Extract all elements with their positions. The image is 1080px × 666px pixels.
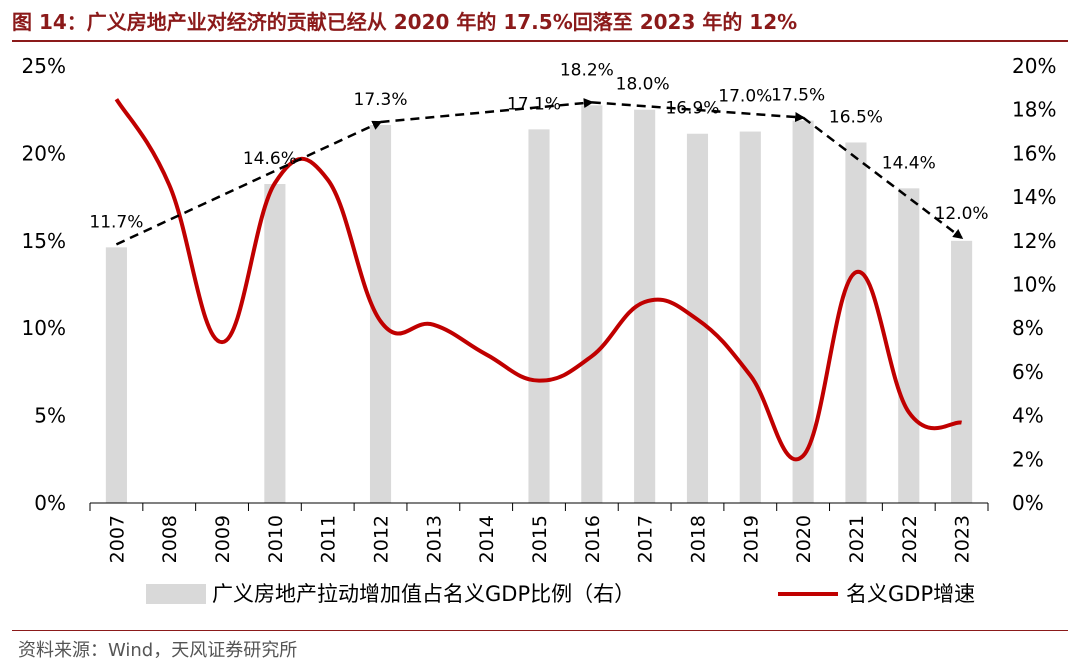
right-tick-label: 0% xyxy=(1012,491,1044,515)
bar-data-label: 17.3% xyxy=(354,90,408,110)
bar xyxy=(739,131,761,504)
legend-line-label: 名义GDP增速 xyxy=(846,582,975,606)
trend-arrow xyxy=(802,116,964,240)
x-tick-label: 2023 xyxy=(952,515,974,563)
trend-arrow xyxy=(115,120,383,246)
source-rule xyxy=(12,630,1068,631)
left-tick-label: 25% xyxy=(22,54,66,78)
x-tick-label: 2017 xyxy=(635,515,657,563)
bar xyxy=(898,188,920,504)
x-tick-label: 2007 xyxy=(106,515,128,563)
title-rule xyxy=(12,40,1068,42)
x-tick-label: 2011 xyxy=(318,515,340,563)
bar-data-label: 14.4% xyxy=(882,153,936,173)
right-tick-label: 14% xyxy=(1012,185,1056,209)
left-axis: 0% 5% 10% 15% 20% 25% xyxy=(22,54,66,515)
bar xyxy=(369,124,392,504)
chart: 0% 5% 10% 15% 20% 25% 0% 2% 4% 6% 8% 10% 12% 14% 16% 1… xyxy=(22,54,1057,606)
x-tick-label: 2019 xyxy=(740,515,762,563)
right-tick-label: 18% xyxy=(1012,98,1056,122)
left-tick-label: 15% xyxy=(22,229,66,253)
bar-data-label: 16.5% xyxy=(829,107,883,127)
nominal-gdp-growth-line xyxy=(114,98,962,462)
bar-data-label: 17.5% xyxy=(771,86,825,106)
bar xyxy=(951,240,973,504)
legend: 广义房地产拉动增加值占名义GDP比例（右） 名义GDP增速 xyxy=(146,582,975,606)
x-tick-label: 2018 xyxy=(687,515,709,563)
line-series xyxy=(114,98,962,462)
trend-arrow xyxy=(380,98,594,124)
x-tick-label: 2020 xyxy=(793,515,815,563)
right-tick-label: 12% xyxy=(1012,229,1056,253)
bar xyxy=(634,109,656,503)
left-tick-label: 20% xyxy=(22,141,66,165)
bar xyxy=(105,247,127,503)
bar-data-label: 18.0% xyxy=(616,75,670,95)
bar-data-label: 14.6% xyxy=(243,149,297,169)
legend-bar-swatch xyxy=(146,584,206,604)
right-tick-label: 16% xyxy=(1012,141,1056,165)
right-tick-label: 6% xyxy=(1012,360,1044,384)
x-tick-label: 2009 xyxy=(212,515,234,563)
x-tick-label: 2016 xyxy=(582,515,604,563)
legend-bar-label: 广义房地产拉动增加值占名义GDP比例（右） xyxy=(212,582,635,606)
x-tick-label: 2021 xyxy=(846,515,868,563)
right-tick-label: 4% xyxy=(1012,404,1044,428)
bar-data-label: 12.0% xyxy=(935,204,989,224)
x-tick-label: 2010 xyxy=(265,515,287,563)
x-tick-label: 2012 xyxy=(371,515,393,563)
left-tick-label: 5% xyxy=(34,404,66,428)
bar-data-labels: 11.7% 14.6% 17.3% 17.1% 18.2%18.0% 16.9%17.0%… xyxy=(89,60,988,232)
x-tick-label: 2008 xyxy=(159,515,181,563)
right-axis: 0% 2% 4% 6% 8% 10% 12% 14% 16% 18% 20% xyxy=(1012,54,1056,515)
right-tick-label: 20% xyxy=(1012,54,1056,78)
bar xyxy=(264,183,286,504)
right-tick-label: 10% xyxy=(1012,273,1056,297)
bar xyxy=(528,129,550,504)
left-tick-label: 10% xyxy=(22,316,66,340)
x-tick-label: 2014 xyxy=(476,515,498,563)
bar-data-label: 17.0% xyxy=(718,87,772,107)
left-tick-label: 0% xyxy=(34,491,66,515)
bar-data-label: 18.2% xyxy=(560,60,614,80)
right-tick-label: 8% xyxy=(1012,316,1044,340)
trend-arrow xyxy=(591,101,806,123)
figure-title: 图 14：广义房地产业对经济的贡献已经从 2020 年的 17.5%回落至 20… xyxy=(12,10,798,34)
bar xyxy=(581,105,603,503)
bar xyxy=(792,120,814,503)
bar-data-label: 16.9% xyxy=(665,99,719,119)
source-note: 资料来源：Wind，天风证券研究所 xyxy=(18,640,298,661)
x-tick-label: 2015 xyxy=(529,515,551,563)
x-axis: 2007 2008 2009 2010 2011 2012 2013 2014 2015 2016… xyxy=(89,502,989,563)
right-tick-label: 2% xyxy=(1012,447,1044,471)
x-tick-label: 2013 xyxy=(423,515,445,563)
trend-arrows xyxy=(115,98,964,246)
bar xyxy=(845,142,867,503)
bar-data-label: 17.1% xyxy=(507,94,561,114)
bar-data-label: 11.7% xyxy=(89,212,143,232)
x-tick-label: 2022 xyxy=(899,515,921,563)
